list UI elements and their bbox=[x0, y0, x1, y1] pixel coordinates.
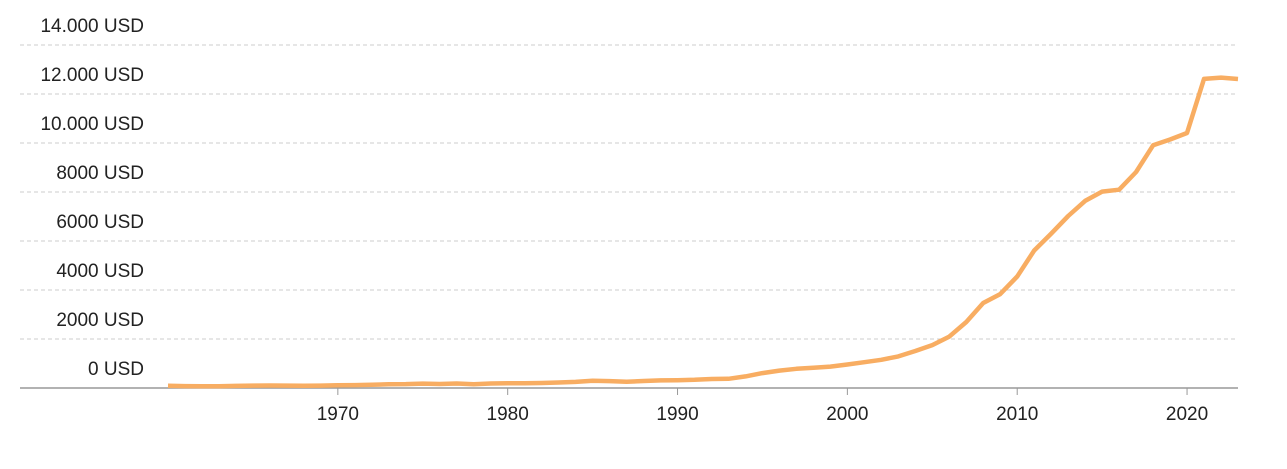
x-tick-label: 2010 bbox=[996, 404, 1038, 425]
y-tick-label: 4000 USD bbox=[56, 261, 144, 282]
y-tick-label: 8000 USD bbox=[56, 163, 144, 184]
y-tick-label: 2000 USD bbox=[56, 310, 144, 331]
x-tick-label: 1990 bbox=[656, 404, 698, 425]
x-tick-label: 2020 bbox=[1166, 404, 1208, 425]
y-tick-label: 10.000 USD bbox=[40, 114, 144, 135]
y-tick-label: 6000 USD bbox=[56, 212, 144, 233]
y-tick-label: 12.000 USD bbox=[40, 65, 144, 86]
y-tick-label: 14.000 USD bbox=[40, 16, 144, 37]
x-tick-label: 2000 bbox=[826, 404, 868, 425]
y-tick-label: 0 USD bbox=[88, 359, 144, 380]
x-tick-label: 1970 bbox=[317, 404, 359, 425]
data-line bbox=[167, 75, 1239, 389]
x-tick-label: 1980 bbox=[487, 404, 529, 425]
